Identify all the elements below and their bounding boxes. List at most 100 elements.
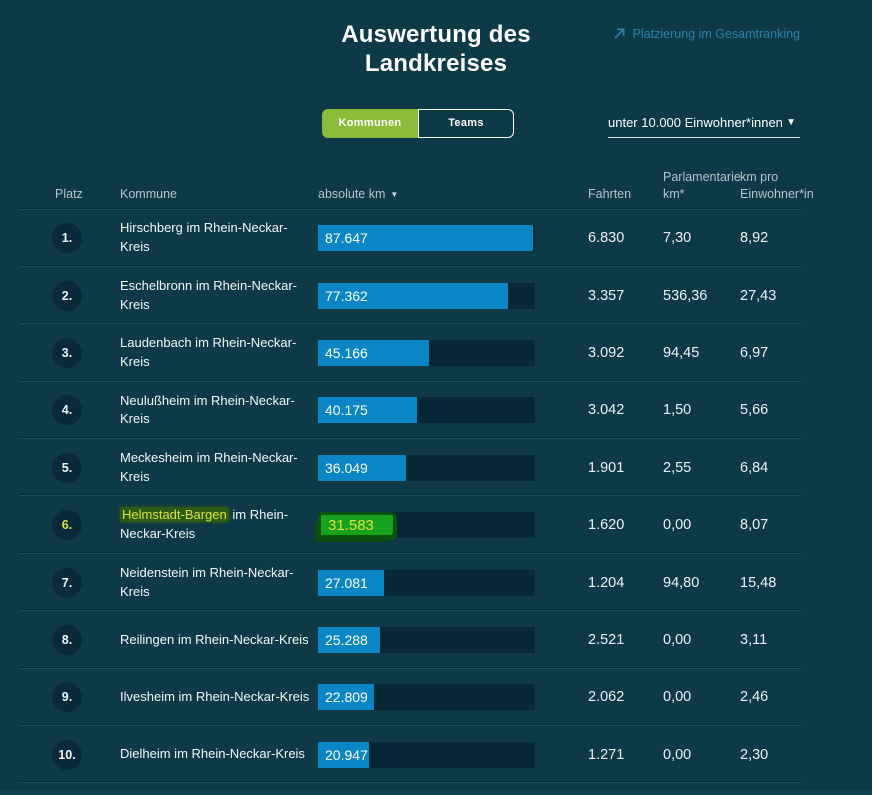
km-bar: 36.049	[318, 454, 535, 481]
km-pro-einwohner-value: 8,07	[740, 517, 769, 534]
column-header-einwohner: Einwohner*in	[740, 186, 814, 201]
parlamentarier-km-value: 0,00	[663, 631, 692, 648]
km-pro-einwohner-value: 5,66	[740, 402, 769, 419]
km-bar-value: 25.288	[325, 631, 368, 648]
parlamentarier-km-value: 2,55	[663, 459, 692, 476]
population-filter-value: unter 10.000 Einwohner*innen	[608, 115, 783, 131]
km-bar: 87.647	[318, 225, 535, 252]
column-header-km-pro-einwohner: km pro Einwohner*in	[740, 170, 832, 201]
kommune-name: Meckesheim im Rhein-Neckar-Kreis	[120, 449, 298, 484]
kommune-name: Reilingen im Rhein-Neckar-Kreis	[120, 631, 309, 647]
rank-badge: 1.	[52, 223, 82, 254]
km-pro-einwohner-value: 8,92	[740, 230, 769, 247]
rank-badge: 2.	[52, 280, 82, 311]
km-bar-fill: 25.288	[318, 626, 381, 653]
column-header-absolute-km[interactable]: absolute km ▼	[318, 187, 535, 201]
km-bar-value: 36.049	[325, 459, 368, 476]
bottom-strip	[0, 790, 872, 795]
km-bar-value: 87.647	[325, 230, 368, 247]
column-header-platz: Platz	[55, 186, 83, 201]
table-row: 4. Neulußheim im Rhein-Neckar-Kreis 40.1…	[20, 382, 832, 440]
km-bar-fill: 22.809	[318, 684, 374, 711]
km-bar: 77.362	[318, 282, 535, 309]
gesamtranking-link-label: Platzierung im Gesamtranking	[632, 26, 800, 41]
table-row: 10. Dielheim im Rhein-Neckar-Kreis 20.94…	[20, 726, 832, 784]
km-bar: 27.081	[318, 569, 535, 596]
km-bar: 40.175	[318, 397, 535, 424]
kommune-name: Neidenstein im Rhein-Neckar-Kreis	[120, 564, 294, 599]
population-filter-select[interactable]: unter 10.000 Einwohner*innen ▼	[608, 109, 800, 138]
table-header: Platz Kommune absolute km ▼ Fahrten Parl…	[20, 169, 832, 210]
km-bar-fill: 87.647	[318, 225, 534, 252]
table-row: 5. Meckesheim im Rhein-Neckar-Kreis 36.0…	[20, 439, 832, 497]
controls-bar: Kommunen Teams unter 10.000 Einwohner*in…	[322, 108, 800, 138]
fahrten-value: 3.092	[588, 345, 625, 361]
km-bar-fill: 27.081	[318, 569, 385, 596]
fahrten-value: 2.521	[588, 631, 625, 648]
toggle-kommunen[interactable]: Kommunen	[322, 108, 418, 138]
column-header-km-pro-top: km pro	[740, 169, 779, 184]
toggle-teams[interactable]: Teams	[418, 108, 514, 138]
fahrten-value: 3.042	[588, 402, 625, 419]
sort-desc-icon: ▼	[390, 190, 399, 200]
km-bar: 45.166	[318, 340, 535, 366]
caret-down-icon: ▼	[786, 117, 796, 129]
fahrten-value: 1.204	[588, 574, 625, 591]
kommune-name-highlight: Helmstadt-Bargen	[120, 507, 229, 523]
km-bar-value: 31.583	[328, 516, 374, 534]
table-row: 7. Neidenstein im Rhein-Neckar-Kreis 27.…	[20, 554, 832, 612]
parlamentarier-km-value: 7,30	[663, 230, 692, 247]
column-header-kommune: Kommune	[120, 186, 177, 201]
table-row: 1. Hirschberg im Rhein-Neckar-Kreis 87.6…	[20, 210, 832, 268]
fahrten-value: 6.830	[588, 230, 625, 247]
rank-badge: 9.	[52, 682, 82, 713]
parlamentarier-km-value: 1,50	[663, 402, 692, 419]
rank-badge: 5.	[52, 452, 82, 483]
fahrten-value: 1.901	[588, 459, 625, 476]
km-bar-fill: 45.166	[318, 340, 429, 366]
km-bar-value: 45.166	[325, 345, 368, 361]
kommune-name: Neulußheim im Rhein-Neckar-Kreis	[120, 392, 295, 427]
km-bar-value: 27.081	[325, 574, 368, 591]
view-toggle: Kommunen Teams	[322, 108, 514, 138]
fahrten-value: 2.062	[588, 689, 625, 706]
table-row: 6. Helmstadt-Bargen im Rhein-Neckar-Krei…	[20, 496, 832, 555]
km-bar-value: 22.809	[325, 689, 368, 706]
table-row: 8. Reilingen im Rhein-Neckar-Kreis 25.28…	[20, 611, 832, 670]
gesamtranking-link[interactable]: Platzierung im Gesamtranking	[612, 26, 800, 41]
km-bar-fill: 40.175	[318, 397, 417, 424]
km-pro-einwohner-value: 3,11	[740, 631, 768, 648]
km-bar-value: 20.947	[325, 746, 368, 763]
km-bar-fill: 31.583	[318, 512, 396, 539]
km-bar: 31.583	[318, 512, 535, 539]
km-pro-einwohner-value: 15,48	[740, 574, 777, 591]
km-bar-value: 77.362	[325, 287, 368, 304]
km-bar-fill: 77.362	[318, 282, 508, 309]
kommune-name: Hirschberg im Rhein-Neckar-Kreis	[120, 220, 288, 255]
parlamentarier-km-value: 0,00	[663, 517, 692, 534]
rank-badge: 4.	[52, 395, 82, 426]
km-bar: 22.809	[318, 684, 535, 711]
column-header-fahrten: Fahrten	[588, 186, 632, 201]
kommune-name: Eschelbronn im Rhein-Neckar-Kreis	[120, 277, 298, 312]
page-title: Auswertung des Landkreises	[341, 21, 531, 78]
table-row: 9. Ilvesheim im Rhein-Neckar-Kreis 22.80…	[20, 669, 832, 727]
kommune-name: Helmstadt-Bargen im Rhein-Neckar-Kreis	[120, 507, 289, 542]
kommune-name: Dielheim im Rhein-Neckar-Kreis	[120, 746, 305, 762]
parlamentarier-km-value: 94,80	[663, 574, 700, 591]
rank-badge: 10.	[52, 739, 82, 770]
table-row: 2. Eschelbronn im Rhein-Neckar-Kreis 77.…	[20, 267, 832, 325]
km-pro-einwohner-value: 6,84	[740, 459, 769, 476]
parlamentarier-km-value: 94,45	[663, 345, 700, 361]
fahrten-value: 1.620	[588, 517, 625, 534]
column-header-km-star: km*	[663, 186, 685, 201]
parlamentarier-km-value: 0,00	[663, 689, 692, 706]
column-header-parlamentarier-top: Parlamentarie	[663, 169, 741, 184]
km-pro-einwohner-value: 2,30	[740, 746, 769, 763]
km-bar: 20.947	[318, 741, 535, 768]
arrow-up-right-icon	[612, 26, 627, 41]
parlamentarier-km-value: 536,36	[663, 287, 708, 304]
kommune-name: Ilvesheim im Rhein-Neckar-Kreis	[120, 688, 310, 704]
parlamentarier-km-value: 0,00	[663, 746, 692, 763]
table-body: 1. Hirschberg im Rhein-Neckar-Kreis 87.6…	[0, 210, 872, 784]
